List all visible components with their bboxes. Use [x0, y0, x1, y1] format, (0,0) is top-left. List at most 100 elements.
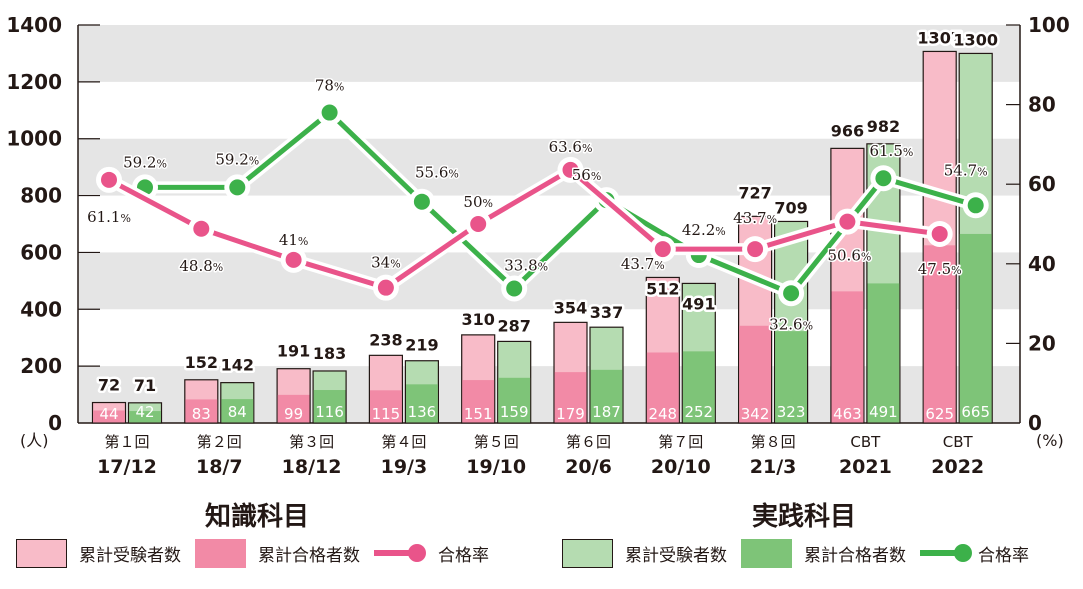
practical-rate-point	[321, 104, 338, 121]
label-knowledge-passers: 115	[372, 405, 401, 423]
legend-knowledge: 累計受験者数 累計合格者数 合格率	[16, 538, 503, 568]
bar-knowledge-passers	[739, 325, 771, 423]
label-practical-examinees: 287	[497, 316, 530, 335]
bar-practical-passers	[682, 351, 715, 423]
practical-rate-point	[229, 179, 246, 196]
category-label-line2: 19/3	[381, 456, 428, 478]
label-knowledge-examinees: 152	[185, 353, 218, 372]
label-knowledge-rate-value: 61.1	[87, 208, 120, 226]
bar-practical-passers	[867, 283, 900, 423]
bar-knowledge-passers	[646, 352, 679, 423]
category-labels: 第１回 17/12 第２回 18/7 第３回 18/12 第４回 19/3 第５回 19/10 第６…	[97, 433, 984, 478]
category-label-line1: 第１回	[104, 433, 149, 451]
left-tick-label: 1200	[6, 70, 62, 94]
bar-knowledge-passers	[923, 245, 956, 423]
label-practical-passers: 491	[869, 403, 898, 421]
legend-label-practical-rate: 合格率	[978, 545, 1029, 566]
label-knowledge-rate-value: 43.7	[733, 209, 766, 227]
label-knowledge-examinees: 72	[98, 376, 120, 395]
label-knowledge-passers: 99	[284, 405, 303, 423]
category-label-line1: CBT	[943, 433, 974, 451]
label-knowledge-rate-value: 48.8	[179, 257, 212, 275]
label-practical-rate-value: 42.2	[682, 221, 715, 239]
label-knowledge-passers: 151	[464, 405, 493, 423]
grid-band	[78, 25, 1020, 82]
label-practical-passers: 136	[408, 403, 437, 421]
legend-title-practical: 実践科目	[752, 502, 857, 532]
left-tick-label: 0	[48, 411, 62, 435]
label-practical-examinees: 142	[221, 356, 254, 375]
legend-line-knowledge-rate	[374, 543, 426, 563]
category-label-line2: 21/3	[750, 456, 797, 478]
label-practical-rate-suffix: %	[156, 157, 166, 170]
practical-rate-point	[413, 193, 430, 210]
label-knowledge-rate-suffix: %	[213, 261, 223, 274]
label-practical-rate-value: 59.2	[123, 153, 156, 171]
knowledge-rate-point	[285, 251, 302, 268]
right-tick-label: 100	[1028, 13, 1070, 37]
label-practical-rate-suffix: %	[715, 225, 725, 238]
label-practical-rate: 56%	[572, 166, 602, 184]
label-knowledge-rate-suffix: %	[120, 212, 130, 225]
practical-rate-point	[506, 280, 523, 297]
label-practical-rate-value: 54.7	[944, 161, 977, 179]
label-practical-rate: 54.7%	[944, 161, 988, 179]
label-practical-examinees: 491	[682, 294, 715, 313]
left-tick-label: 200	[20, 354, 62, 378]
category-label-line2: 18/12	[282, 456, 342, 478]
label-knowledge-passers: 463	[833, 405, 862, 423]
label-practical-examinees: 219	[405, 336, 438, 355]
label-practical-passers: 159	[500, 403, 529, 421]
label-knowledge-rate-value: 43.7	[621, 255, 654, 273]
legend-label-knowledge-passers: 累計合格者数	[258, 545, 360, 566]
label-practical-examinees: 1300	[953, 30, 998, 49]
right-tick-label: 20	[1028, 331, 1056, 355]
right-tick-label: 0	[1028, 411, 1042, 435]
label-practical-examinees: 337	[590, 303, 623, 322]
label-knowledge-examinees: 191	[277, 342, 310, 361]
legend-swatch-practical-passers	[741, 538, 792, 568]
category-label-line1: 第２回	[197, 433, 242, 451]
label-knowledge-rate: 61.1%	[87, 208, 131, 226]
bar-practical-passers	[590, 369, 623, 423]
right-axis: 0 20 40 60 80 100	[1006, 13, 1070, 435]
label-practical-rate: 33.8%	[504, 256, 548, 274]
label-practical-passers: 187	[592, 403, 621, 421]
category-label-line1: 第６回	[566, 433, 611, 451]
label-knowledge-rate-suffix: %	[483, 197, 493, 210]
knowledge-rate-point	[654, 241, 671, 258]
label-practical-examinees: 982	[867, 117, 900, 136]
knowledge-rate-point	[839, 213, 856, 230]
label-knowledge-passers: 248	[648, 405, 677, 423]
left-tick-label: 1000	[6, 127, 62, 151]
label-practical-rate: 78%	[315, 77, 345, 95]
legend-label-knowledge-rate: 合格率	[438, 545, 489, 566]
legend-practical: 累計受験者数 累計合格者数 合格率	[562, 538, 1043, 568]
label-knowledge-rate-value: 50	[463, 193, 482, 211]
chart: 0 200 400 600 800 1000 1200 1400 0 20 40 60 80 100 4…	[6, 13, 1070, 478]
label-practical-rate: 32.6%	[769, 315, 813, 333]
legend-swatch-knowledge-passers	[195, 538, 246, 568]
legend-swatch-knowledge-examinees	[16, 538, 67, 568]
label-knowledge-rate-suffix: %	[298, 235, 308, 248]
legend-label-knowledge-examinees: 累計受験者数	[79, 545, 181, 566]
label-knowledge-rate: 63.6%	[549, 138, 593, 156]
left-tick-label: 600	[20, 240, 62, 264]
practical-rate-point	[875, 170, 892, 187]
knowledge-rate-point	[747, 241, 764, 258]
knowledge-rate-point	[931, 225, 948, 242]
label-knowledge-passers: 179	[556, 405, 585, 423]
bars	[91, 50, 993, 424]
category-label-line2: 20/10	[651, 456, 711, 478]
right-tick-label: 80	[1028, 93, 1056, 117]
label-knowledge-passers: 342	[741, 405, 770, 423]
legend-label-practical-examinees: 累計受験者数	[625, 545, 727, 566]
label-knowledge-rate-value: 47.5	[918, 260, 951, 278]
bar-knowledge-passers	[462, 380, 495, 423]
label-practical-passers: 84	[228, 403, 247, 421]
bar-knowledge-passers	[277, 394, 310, 423]
left-tick-label: 800	[20, 184, 62, 208]
label-knowledge-rate-value: 41	[279, 231, 298, 249]
category-label-line2: 2021	[839, 456, 892, 478]
label-knowledge-examinees: 238	[369, 330, 402, 349]
